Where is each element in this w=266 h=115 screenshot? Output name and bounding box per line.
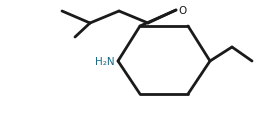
- Text: H₂N: H₂N: [95, 56, 115, 66]
- Text: O: O: [178, 6, 186, 16]
